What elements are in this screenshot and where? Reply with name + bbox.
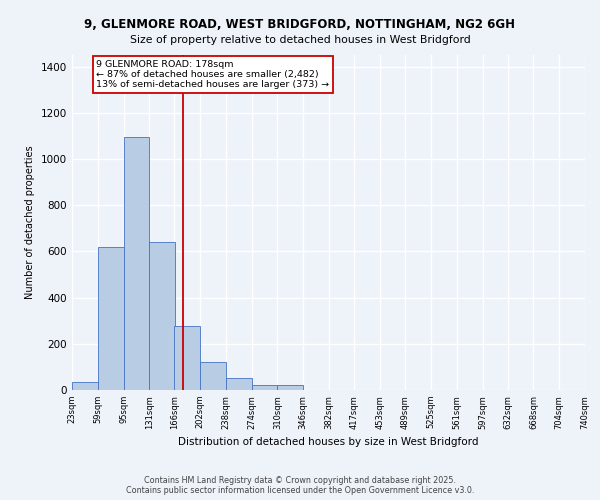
Bar (72, 382, 98, 390)
Text: 9, GLENMORE ROAD, WEST BRIDGFORD, NOTTINGHAM, NG2 6GH: 9, GLENMORE ROAD, WEST BRIDGFORD, NOTTIN… (85, 18, 515, 30)
Text: 9 GLENMORE ROAD: 178sqm
← 87% of detached houses are smaller (2,482)
13% of semi: 9 GLENMORE ROAD: 178sqm ← 87% of detache… (97, 60, 329, 90)
Bar (175, 326, 200, 390)
Bar (200, 362, 226, 390)
Y-axis label: Number of detached properties: Number of detached properties (25, 146, 35, 300)
Bar (98, 247, 124, 390)
Bar (149, 242, 175, 390)
Bar (226, 378, 251, 390)
Bar (277, 386, 303, 390)
X-axis label: Distribution of detached houses by size in West Bridgford: Distribution of detached houses by size … (178, 437, 479, 447)
Bar (251, 386, 277, 390)
Text: Size of property relative to detached houses in West Bridgford: Size of property relative to detached ho… (130, 35, 470, 45)
Bar (124, 137, 149, 390)
Text: Contains HM Land Registry data © Crown copyright and database right 2025.
Contai: Contains HM Land Registry data © Crown c… (126, 476, 474, 495)
